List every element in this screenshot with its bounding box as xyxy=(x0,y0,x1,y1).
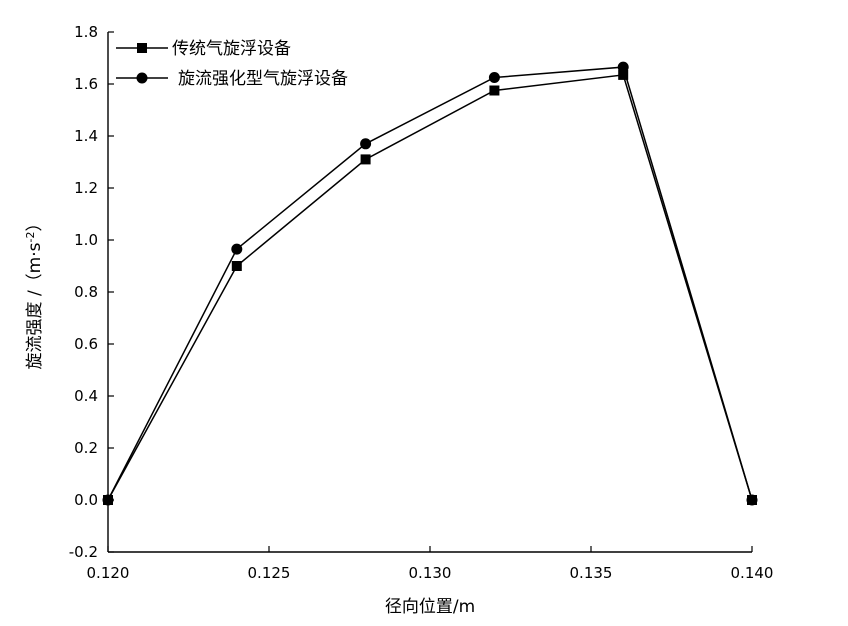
y-axis-title-superscript: -2 xyxy=(24,232,37,243)
data-point xyxy=(102,494,114,506)
y-tick-label: 1.0 xyxy=(74,231,98,249)
y-tick-label: 0.0 xyxy=(74,491,98,509)
data-point xyxy=(617,61,629,73)
legend-marker xyxy=(137,43,147,53)
legend-label: 传统气旋浮设备 xyxy=(172,39,291,59)
data-point xyxy=(489,85,500,96)
x-tick-label: 0.120 xyxy=(87,564,130,582)
y-axis-title-main: 旋流强度 /（m·s xyxy=(25,242,45,369)
y-tick-label: 1.2 xyxy=(74,179,98,197)
y-tick-label: 0.8 xyxy=(74,283,98,301)
y-tick-label: 0.4 xyxy=(74,387,98,405)
legend-item: 旋流强化型气旋浮设备 xyxy=(116,69,348,89)
y-tick-label: 1.6 xyxy=(74,75,98,93)
y-ticks: -0.2 0.0 0.2 0.4 0.6 0.8 1.0 1.2 1.4 1.6 1.8 xyxy=(69,23,114,561)
series-line xyxy=(107,74,753,501)
data-point xyxy=(618,69,629,80)
data-point xyxy=(360,154,371,165)
y-tick-label: -0.2 xyxy=(69,543,98,561)
y-axis-title: 旋流强度 /（m·s-2） xyxy=(24,215,46,370)
series-line xyxy=(107,66,753,501)
data-point xyxy=(488,72,500,83)
y-tick-label: 1.4 xyxy=(74,127,98,145)
x-tick-label: 0.125 xyxy=(248,564,291,582)
data-point xyxy=(231,243,243,255)
y-tick-label: 0.6 xyxy=(74,335,98,353)
x-axis-title: 径向位置/m xyxy=(385,597,475,617)
svg-text:旋流强度 /（m·s-2）: 旋流强度 /（m·s-2） xyxy=(24,215,46,370)
y-tick-label: 1.8 xyxy=(74,23,98,41)
data-point xyxy=(746,494,758,506)
x-tick-label: 0.140 xyxy=(731,564,774,582)
series-2 xyxy=(102,61,758,506)
legend-marker xyxy=(136,72,148,84)
x-ticks: 0.120 0.125 0.130 0.135 0.140 xyxy=(87,546,774,582)
y-axis-title-end: ） xyxy=(25,215,45,232)
data-point xyxy=(360,138,372,150)
x-tick-label: 0.135 xyxy=(570,564,613,582)
x-tick-label: 0.130 xyxy=(409,564,452,582)
legend-item: 传统气旋浮设备 xyxy=(116,39,291,59)
series-layer xyxy=(102,61,758,506)
data-point xyxy=(231,261,242,271)
legend-label: 旋流强化型气旋浮设备 xyxy=(178,69,348,89)
y-tick-label: 0.2 xyxy=(74,439,98,457)
series-1 xyxy=(103,69,757,505)
